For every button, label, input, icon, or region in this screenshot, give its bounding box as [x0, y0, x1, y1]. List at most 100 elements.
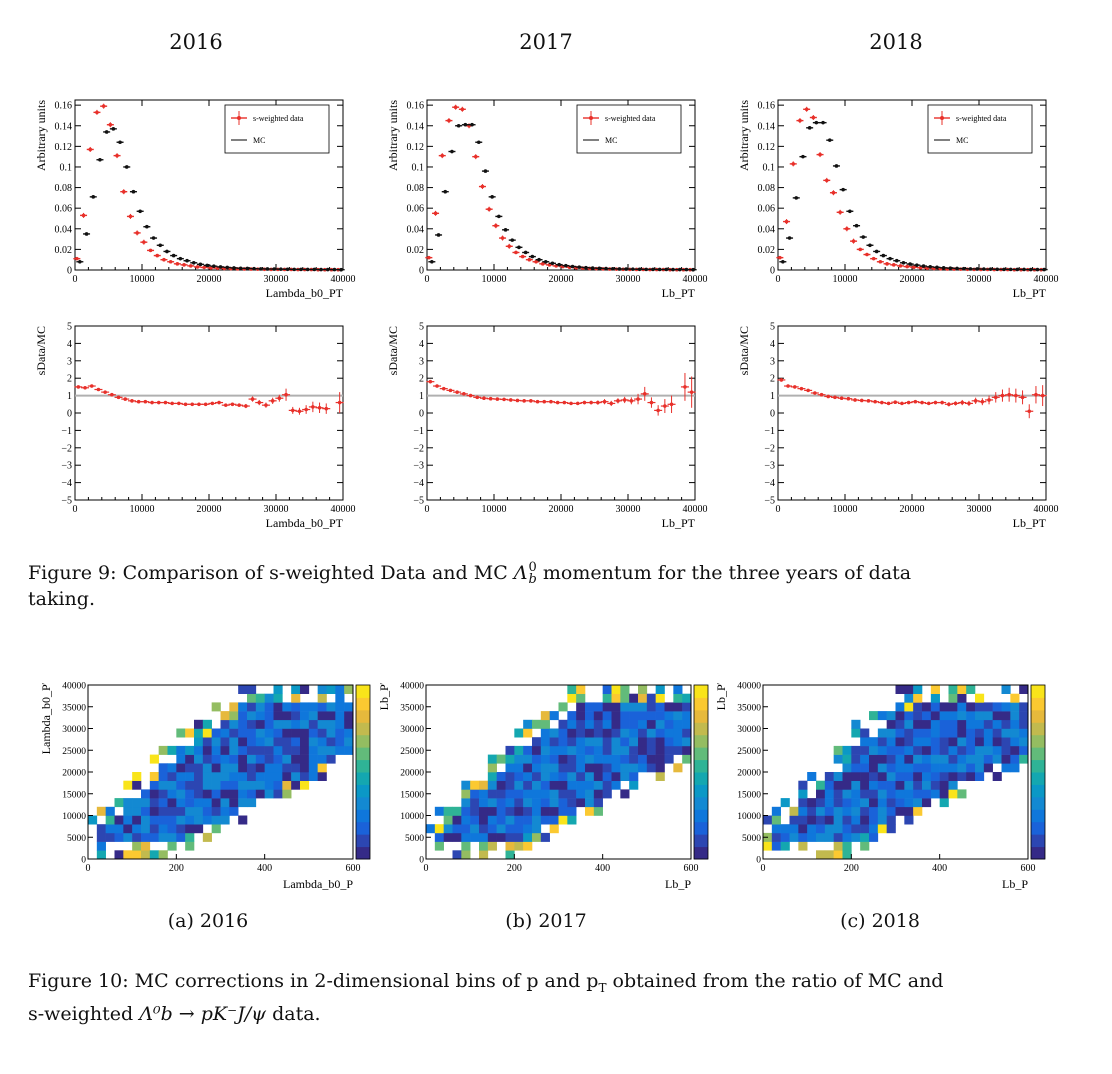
heatmap-2017-cell	[487, 798, 497, 808]
ratio-chart-2016-point	[136, 399, 141, 404]
ratio-chart-2016-point	[89, 384, 94, 388]
heatmap-2017-cell	[673, 702, 683, 712]
heatmap-2016-cell	[335, 719, 345, 729]
heatmap-2017-cell	[611, 772, 621, 781]
heatmap-2017-ytick-label: 35000	[400, 703, 424, 713]
heatmap-2018-cell	[877, 763, 887, 773]
heatmap-2017-cell	[629, 745, 639, 755]
heatmap-2018-cell	[860, 754, 870, 764]
heatmap-2016-cell	[158, 772, 168, 781]
heatmap-2016-cell	[149, 815, 159, 825]
heatmap-2018-cell	[1019, 711, 1029, 721]
ratio-chart-2017-xtick-label: 0	[425, 504, 430, 515]
pt-chart-2018-point	[898, 264, 903, 268]
heatmap-2016-cell	[247, 719, 257, 729]
heatmap-2017-colorbar-step	[694, 759, 708, 773]
pt-chart-2018-point	[801, 154, 805, 159]
heatmap-2017-cell	[638, 693, 648, 703]
heatmap-2017-cell	[629, 763, 639, 773]
heatmap-2018-cell	[1019, 702, 1029, 712]
heatmap-2018-cell	[842, 798, 852, 808]
figure-9-caption: Figure 9: Comparison of s-weighted Data …	[28, 560, 1088, 612]
heatmap-2016-ytick-label: 20000	[62, 769, 86, 779]
heatmap-2017-colorbar-step	[694, 685, 708, 698]
heatmap-2016-cell	[211, 815, 221, 825]
heatmap-2017-cell	[682, 745, 692, 755]
heatmap-2016-cell	[194, 719, 204, 729]
heatmap-2018-cell	[913, 702, 923, 712]
ratio-chart-2018-xlabel: Lb_PT	[1013, 516, 1047, 530]
heatmap-2017-cell	[461, 850, 471, 860]
heatmap-2018-cell	[860, 745, 870, 755]
pt-chart-2017-point	[617, 267, 622, 271]
heatmap-2017-cell	[602, 772, 612, 781]
heatmap-2018-cell	[860, 728, 870, 738]
heatmap-2017-cell	[505, 745, 515, 755]
pt-chart-2016-point	[78, 259, 82, 264]
pt-chart-2017-point	[597, 266, 602, 271]
pt-chart-2016-point	[165, 249, 169, 254]
heatmap-2017-cell	[426, 824, 436, 834]
heatmap-2018-cell	[780, 841, 790, 851]
heatmap-2016-cell	[158, 780, 168, 790]
heatmap-2016-ytick-label: 5000	[67, 834, 86, 844]
heatmap-2018-cell	[833, 789, 843, 799]
heatmap-2017-cell	[638, 711, 648, 721]
heatmap-2016-cell	[211, 789, 221, 799]
pt-chart-2018-series-mc	[779, 120, 1048, 272]
heatmap-2018-cell	[895, 780, 905, 790]
pt-chart-2016-ytick-label: 0.04	[55, 224, 73, 235]
heatmap-2018-colorbar-step	[1031, 796, 1045, 810]
heatmap-2016-colorbar-step	[356, 685, 370, 698]
heatmap-2016-xlabel: Lambda_b0_P	[283, 877, 353, 891]
heatmap-2017-cell	[479, 841, 489, 851]
heatmap-2017-cell	[585, 806, 595, 816]
ratio-chart-2018-ylabel: sData/MC	[737, 326, 751, 375]
heatmap-2018-cell	[904, 772, 914, 781]
heatmap-2017-cell	[523, 824, 533, 834]
heatmap-2018-colorbar-frame	[1030, 684, 1046, 860]
heatmap-2018-cell	[860, 815, 870, 825]
heatmap-2016-cell	[308, 745, 318, 755]
heatmap-2017-cell	[602, 745, 612, 755]
heatmap-2016-cell	[273, 685, 283, 694]
heatmap-2018-cell	[816, 832, 826, 842]
heatmap-2017-cell	[514, 806, 524, 816]
figure-10-line1: MC corrections in 2-dimensional bins of …	[134, 970, 599, 992]
heatmap-2016-cell	[282, 780, 292, 790]
heatmap-2017-cell	[558, 719, 568, 729]
heatmap-2018-cell	[851, 789, 861, 799]
ratio-chart-2017-point	[663, 404, 667, 408]
heatmap-2016-cell	[176, 798, 186, 808]
heatmap-2017-ylabel: Lb_PT	[377, 676, 391, 710]
heatmap-2017-cell	[629, 772, 639, 781]
heatmap-2016-cell	[229, 754, 239, 764]
heatmap-2018-cell	[948, 763, 958, 773]
pt-chart-2018-point	[821, 120, 825, 125]
heatmap-2017-cell	[514, 815, 524, 825]
ratio-chart-2016-xtick-label: 10000	[130, 504, 155, 515]
heatmap-2018-cell	[763, 841, 773, 851]
heatmap-2016-xtick-label: 400	[257, 863, 272, 874]
heatmap-2016-cell	[282, 745, 292, 755]
heatmap-2018-cell	[904, 685, 914, 694]
ratio-chart-2017-point	[562, 400, 567, 405]
heatmap-2018-cell	[930, 754, 940, 764]
pt-chart-2017-ytick-label: 0.14	[407, 121, 425, 132]
ratio-chart-2018-point	[779, 378, 784, 382]
ratio-chart-2016-point	[337, 400, 342, 405]
heatmap-2017-cell	[505, 763, 515, 773]
heatmap-2018-cell	[992, 737, 1002, 747]
heatmap-2018-cell	[877, 745, 887, 755]
heatmap-2017-cell	[514, 728, 524, 738]
pt-chart-2017-point	[624, 267, 628, 271]
ratio-chart-2018-point	[792, 385, 797, 389]
heatmap-2018-cell	[1010, 754, 1020, 764]
heatmap-2016-cell	[114, 824, 124, 834]
heatmap-2016-cell	[247, 728, 257, 738]
heatmap-2016-cell	[264, 728, 274, 738]
ratio-chart-2016-axes: 0 10000 20000 30000 40000 −5 −4 −3 −2 −1 0 1 2 3 4 5 Lam…	[34, 322, 356, 531]
heatmap-2017-cell	[673, 728, 683, 738]
heatmap-2016-cell	[176, 806, 186, 816]
heatmap-2018-cell	[833, 754, 843, 764]
